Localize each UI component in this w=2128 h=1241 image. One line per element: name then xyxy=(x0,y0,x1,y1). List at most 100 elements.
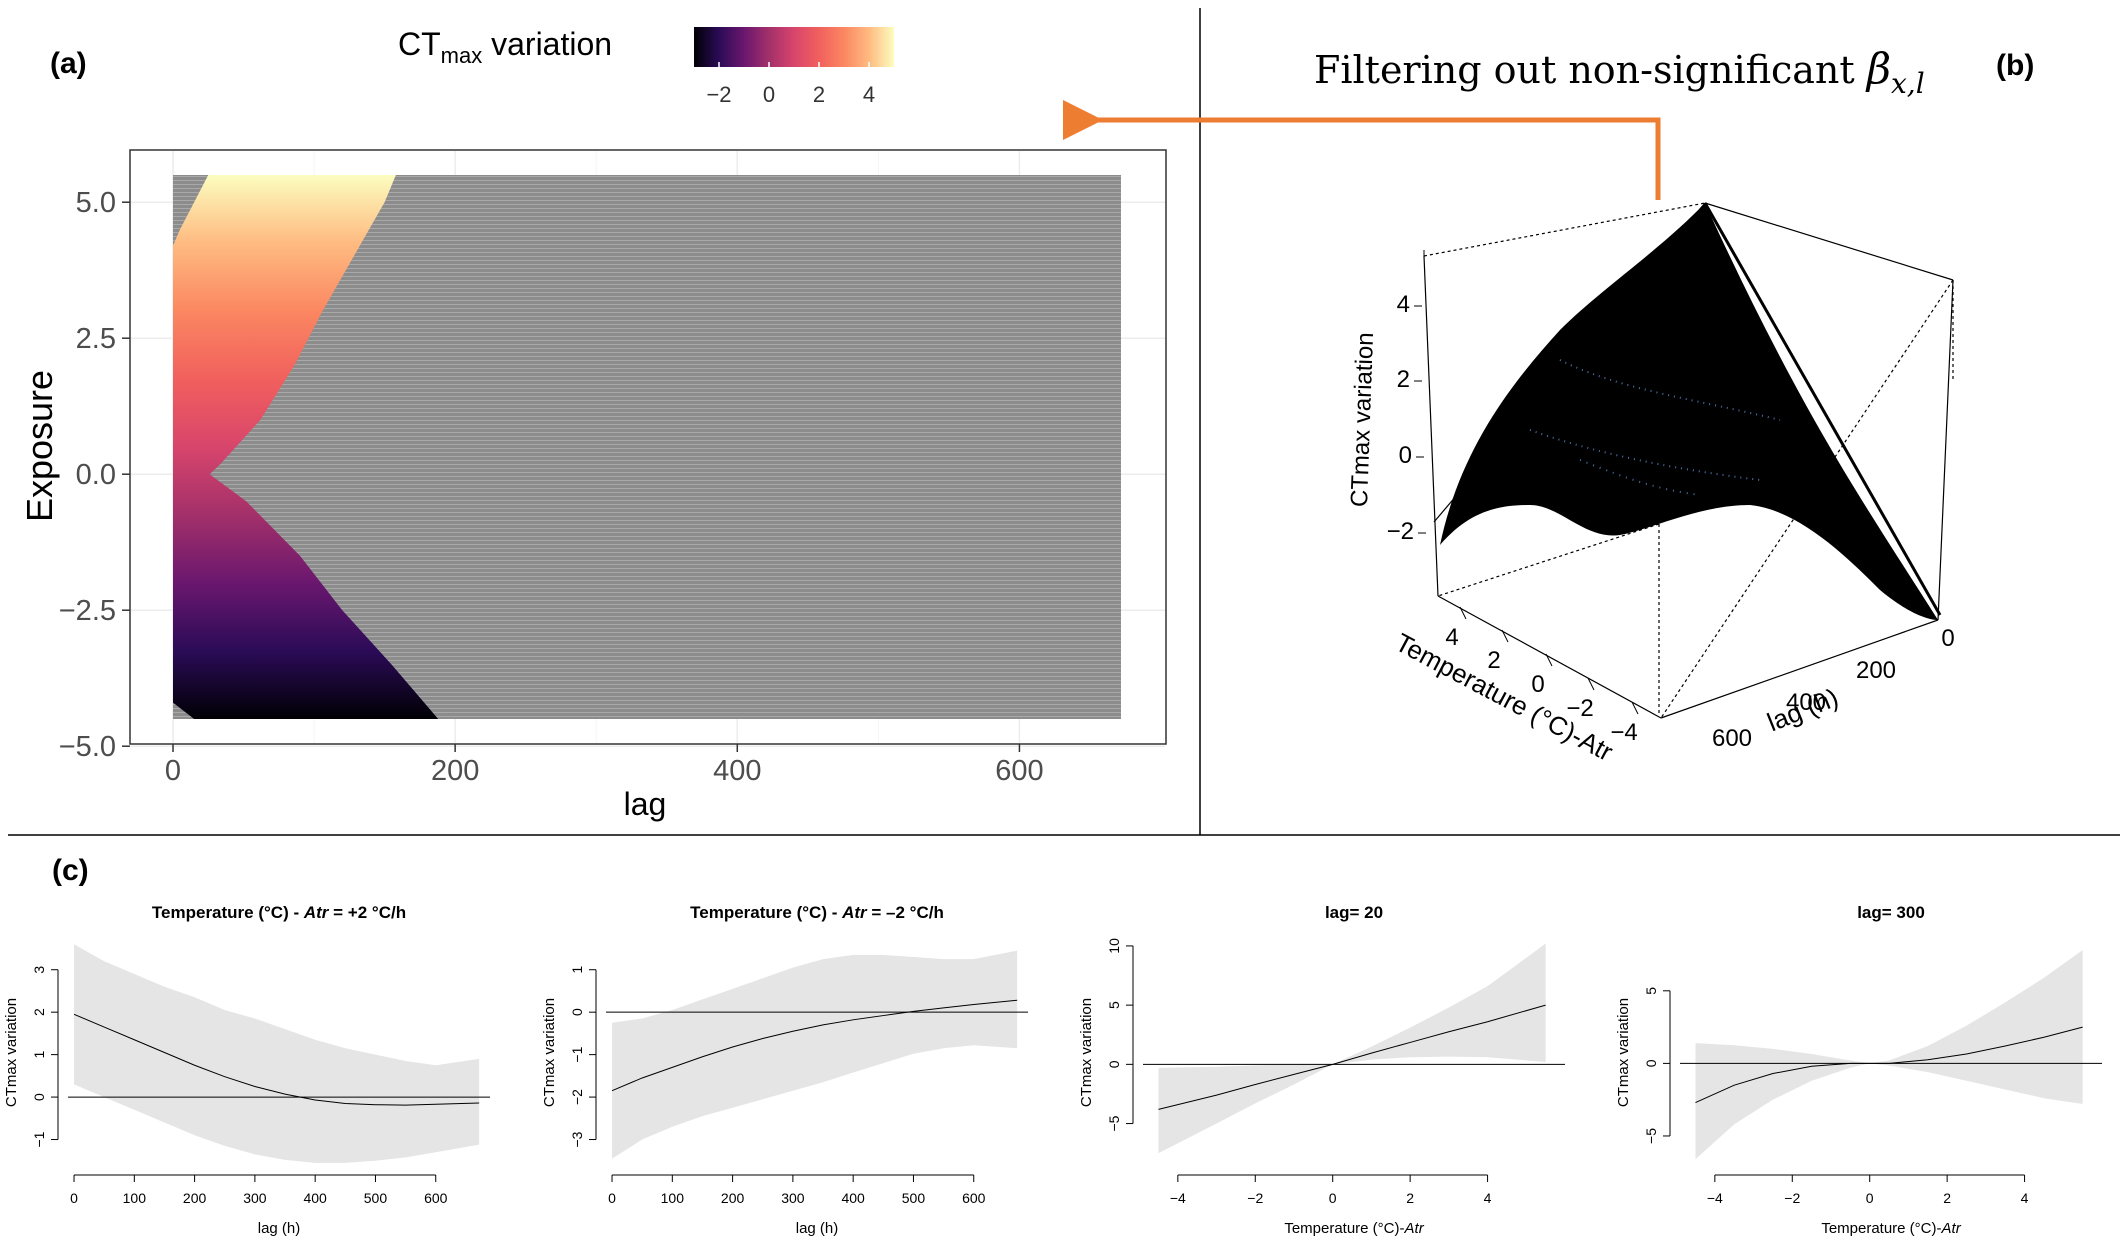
legend-title: CTmax variation xyxy=(398,26,612,68)
filter-arrow xyxy=(1063,100,1661,200)
xtick-label: −2 xyxy=(1247,1190,1263,1206)
estimate-line xyxy=(1158,1004,1546,1110)
line-chart-1: Temperature (°C) - Atr = +2 °C/h 0 100 200 3… xyxy=(3,903,490,1237)
line-chart-4: lag= 300 −4 −2 0 2 4 −5 0 5 Temperature (°C)-Atr C… xyxy=(1615,903,2102,1237)
arrow-label: Filtering out non-significant βx,l xyxy=(1314,44,1925,100)
ytick-label: 5 xyxy=(1106,1001,1122,1009)
ytick-label: −2 xyxy=(569,1089,585,1105)
xtick-label: 400 xyxy=(713,755,761,787)
xtick-label: 100 xyxy=(661,1190,685,1206)
xtick xyxy=(1545,653,1553,667)
line-chart-3: lag= 20 −4 −2 0 2 4 −5 0 5 10 Temperature (°C)-Atr… xyxy=(1078,903,1565,1237)
line-chart-2: Temperature (°C) - Atr = –2 °C/h 0 100 200 3… xyxy=(541,903,1028,1237)
legend-tick-label: 0 xyxy=(763,82,775,107)
ytick-label: −5.0 xyxy=(59,731,116,763)
ytick-label: 0 xyxy=(1941,625,1954,652)
ytick-label: −5 xyxy=(1106,1115,1122,1131)
ytick-label: −5 xyxy=(1643,1128,1659,1144)
confidence-band xyxy=(1695,950,2083,1160)
xtick-label: 0 xyxy=(70,1190,78,1206)
panel-label-b: (b) xyxy=(1996,49,2034,82)
ytick-label: 0.0 xyxy=(76,459,116,491)
xtick xyxy=(1587,677,1595,691)
ztick-label: 2 xyxy=(1397,366,1410,393)
xtick xyxy=(1459,606,1467,620)
legend-tick-label: −2 xyxy=(706,82,731,107)
x-axis-label: lag (h) xyxy=(258,1220,301,1236)
xtick-label: −4 xyxy=(1707,1190,1723,1206)
x-axis-label: lag (h) xyxy=(796,1220,839,1236)
ytick-label: −1 xyxy=(569,1046,585,1062)
legend-tick-label: 2 xyxy=(813,82,825,107)
panel-label-c: (c) xyxy=(52,854,89,887)
xtick xyxy=(1501,629,1509,643)
xtick-label: −2 xyxy=(1566,695,1593,722)
top-left-gap xyxy=(173,175,209,246)
ytick-label: −3 xyxy=(569,1131,585,1147)
xtick-label: 200 xyxy=(431,755,479,787)
ztick-label: 0 xyxy=(1399,442,1412,469)
xtick-label: 4 xyxy=(1484,1190,1492,1206)
xtick-label: 0 xyxy=(608,1190,616,1206)
xtick-label: 300 xyxy=(781,1190,805,1206)
confidence-band xyxy=(1158,943,1546,1154)
xtick-label: 500 xyxy=(902,1190,926,1206)
xtick-label: 500 xyxy=(364,1190,388,1206)
xtick-label: 4 xyxy=(1445,624,1458,651)
legend-tick-label: 4 xyxy=(863,82,875,107)
ytick-label: 5 xyxy=(1643,987,1659,995)
ytick-label: 0 xyxy=(569,1008,585,1016)
ytick-label: 0 xyxy=(1106,1060,1122,1068)
xtick-label: 600 xyxy=(995,755,1043,787)
surface-ticks: 4 2 0 −2 4 2 0 −2 −4 0 200 400 600 xyxy=(1387,291,1955,752)
ytick-label: 10 xyxy=(1106,938,1122,954)
y-axis-label: CTmax variation xyxy=(1078,998,1095,1107)
y-axis-label: CTmax variation xyxy=(3,998,20,1107)
ytick-label: 2.5 xyxy=(76,323,116,355)
ytick-label: 5.0 xyxy=(76,187,116,219)
chart-title: Temperature (°C) - Atr = –2 °C/h xyxy=(690,903,944,922)
xtick-label: −2 xyxy=(1784,1190,1800,1206)
ytick-label: 200 xyxy=(1856,657,1896,684)
panel-label-a: (a) xyxy=(50,47,87,80)
ytick-label: 600 xyxy=(1712,725,1752,752)
xtick-label: 2 xyxy=(1406,1190,1414,1206)
xtick-label: 0 xyxy=(165,755,181,787)
xtick-label: 4 xyxy=(2021,1190,2029,1206)
ytick-label: 3 xyxy=(31,966,47,974)
surface-zlabel: CTmax variation xyxy=(1346,332,1379,508)
xtick-label: 0 xyxy=(1531,671,1544,698)
bottom-left-gap xyxy=(173,702,195,719)
xtick-label: 600 xyxy=(962,1190,986,1206)
xtick-label: 2 xyxy=(1487,647,1500,674)
estimate-line xyxy=(73,1013,480,1106)
line-charts: Temperature (°C) - Atr = +2 °C/h0 100 200 3… xyxy=(3,903,2102,1237)
y-axis-label: CTmax variation xyxy=(1615,998,1632,1107)
xtick-label: 200 xyxy=(183,1190,207,1206)
ztick-label: 4 xyxy=(1397,291,1410,318)
ytick-label: 0 xyxy=(1643,1059,1659,1067)
heatmap-xlabel: lag xyxy=(624,786,667,822)
chart-title: lag= 300 xyxy=(1857,903,1925,922)
heatmap-panel: CTmax variation −2 0 2 4 0 200 400 600 5.0 2.5 0.… xyxy=(19,26,1167,822)
legend-colorbar xyxy=(694,27,894,67)
ytick-label: −2.5 xyxy=(59,595,116,627)
xtick-label: −4 xyxy=(1170,1190,1186,1206)
xtick-label: 300 xyxy=(243,1190,267,1206)
heatmap-axes: 0 200 400 600 5.0 2.5 0.0 −2.5 −5.0 xyxy=(59,187,1044,787)
xtick-label: 0 xyxy=(1866,1190,1874,1206)
response-surface xyxy=(1440,203,1938,620)
xtick-label: 400 xyxy=(841,1190,865,1206)
ytick-label: −1 xyxy=(31,1131,47,1147)
x-axis-label: Temperature (°C)-Atr xyxy=(1284,1220,1424,1236)
heatmap-ylabel: Exposure xyxy=(19,370,60,522)
xtick xyxy=(1631,701,1639,715)
ytick-label: 0 xyxy=(31,1093,47,1101)
xtick-label: 400 xyxy=(303,1190,327,1206)
estimate-line xyxy=(1695,1026,2083,1104)
legend-ticks: −2 0 2 4 xyxy=(706,62,875,107)
ztick-label: −2 xyxy=(1387,518,1414,545)
significant-region xyxy=(173,175,439,719)
